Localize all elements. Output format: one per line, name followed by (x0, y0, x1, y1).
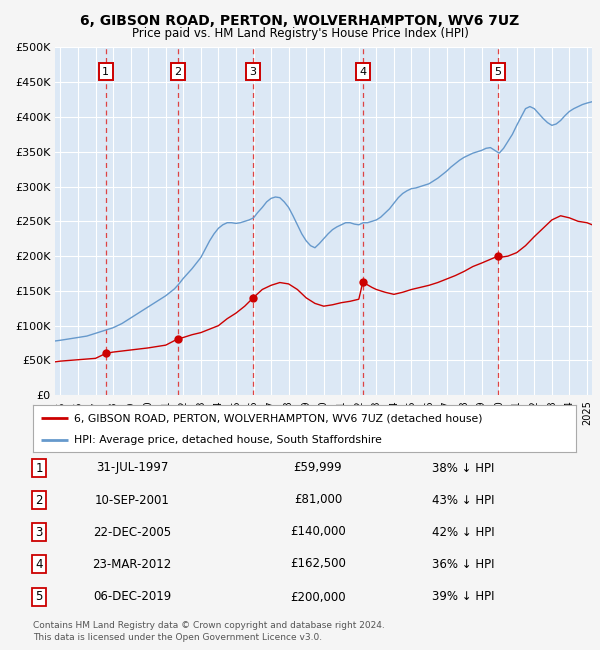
Text: 43% ↓ HPI: 43% ↓ HPI (432, 493, 494, 506)
Text: £200,000: £200,000 (290, 590, 346, 603)
Text: HPI: Average price, detached house, South Staffordshire: HPI: Average price, detached house, Sout… (74, 436, 382, 445)
Text: 06-DEC-2019: 06-DEC-2019 (93, 590, 171, 603)
Text: 36% ↓ HPI: 36% ↓ HPI (432, 558, 494, 571)
Text: 5: 5 (494, 67, 502, 77)
Text: £162,500: £162,500 (290, 558, 346, 571)
Text: 42% ↓ HPI: 42% ↓ HPI (432, 525, 494, 538)
Text: 10-SEP-2001: 10-SEP-2001 (95, 493, 169, 506)
Text: 4: 4 (359, 67, 367, 77)
Text: 3: 3 (250, 67, 257, 77)
Text: 38% ↓ HPI: 38% ↓ HPI (432, 462, 494, 474)
Text: £140,000: £140,000 (290, 525, 346, 538)
Text: 1: 1 (35, 462, 43, 474)
Text: 22-DEC-2005: 22-DEC-2005 (93, 525, 171, 538)
Text: 6, GIBSON ROAD, PERTON, WOLVERHAMPTON, WV6 7UZ: 6, GIBSON ROAD, PERTON, WOLVERHAMPTON, W… (80, 14, 520, 29)
Text: 23-MAR-2012: 23-MAR-2012 (92, 558, 172, 571)
Text: £59,999: £59,999 (293, 462, 343, 474)
Text: Price paid vs. HM Land Registry's House Price Index (HPI): Price paid vs. HM Land Registry's House … (131, 27, 469, 40)
Text: Contains HM Land Registry data © Crown copyright and database right 2024.
This d: Contains HM Land Registry data © Crown c… (33, 621, 385, 642)
Text: 39% ↓ HPI: 39% ↓ HPI (432, 590, 494, 603)
Text: 1: 1 (102, 67, 109, 77)
Text: 2: 2 (175, 67, 181, 77)
Text: 2: 2 (35, 493, 43, 506)
Text: 6, GIBSON ROAD, PERTON, WOLVERHAMPTON, WV6 7UZ (detached house): 6, GIBSON ROAD, PERTON, WOLVERHAMPTON, W… (74, 413, 482, 423)
Text: 31-JUL-1997: 31-JUL-1997 (96, 462, 168, 474)
Text: 3: 3 (35, 525, 43, 538)
Text: 5: 5 (35, 590, 43, 603)
Text: £81,000: £81,000 (294, 493, 342, 506)
Text: 4: 4 (35, 558, 43, 571)
